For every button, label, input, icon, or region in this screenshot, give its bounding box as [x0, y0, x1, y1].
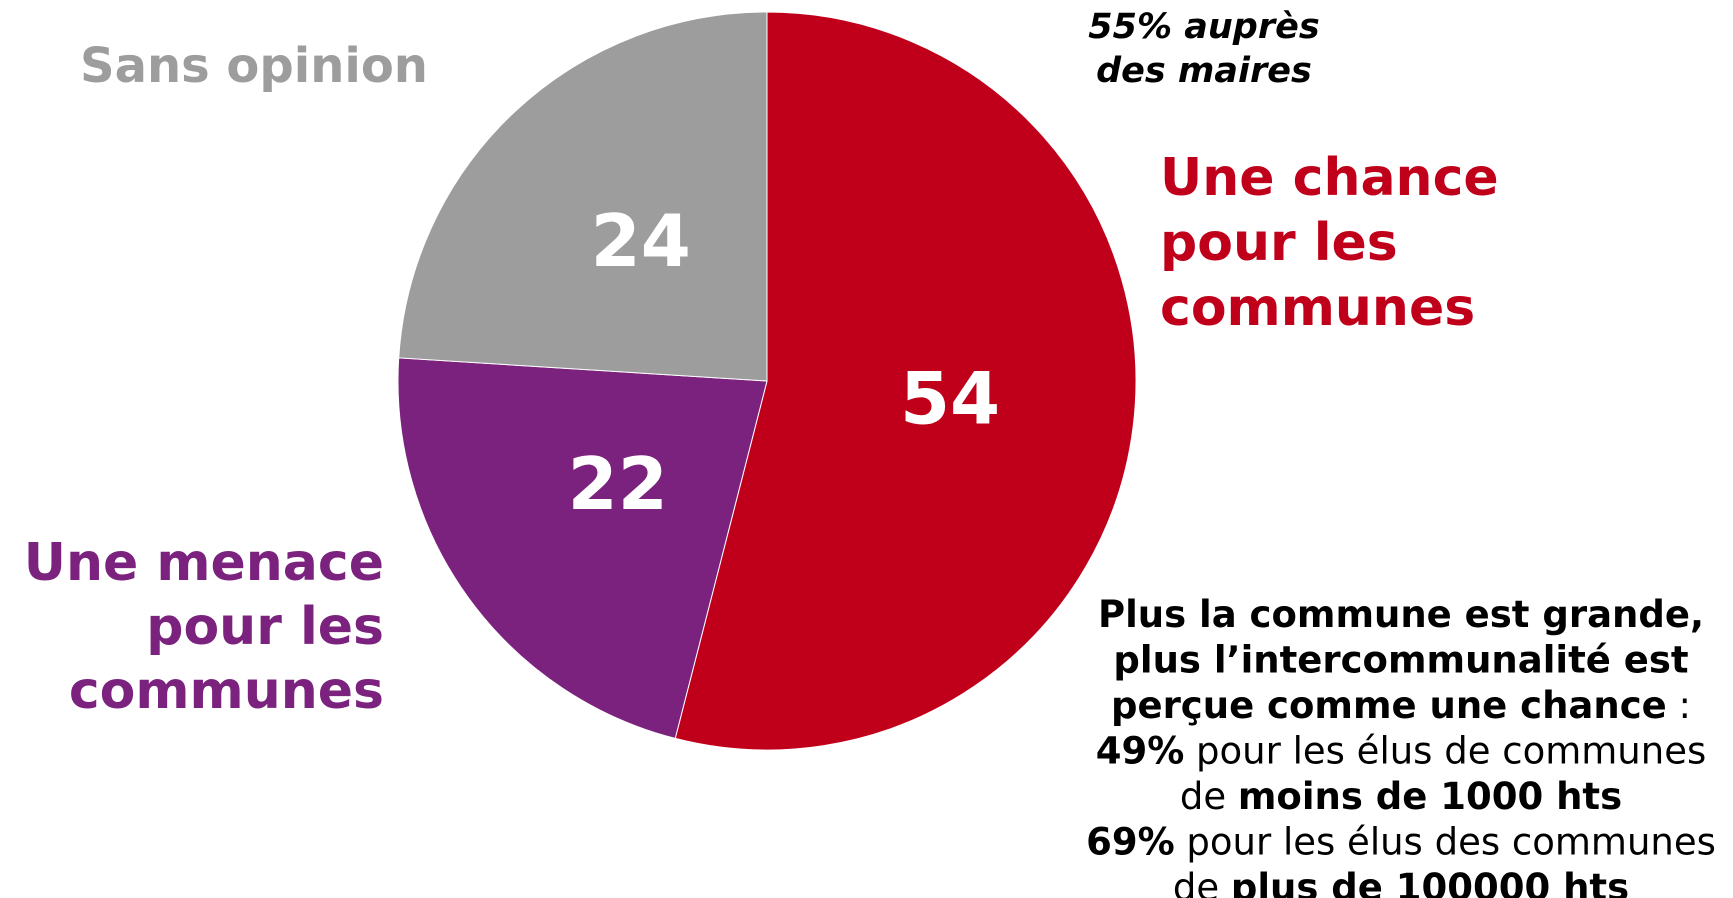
pie-slice	[674, 11, 1137, 751]
note-run: de	[1173, 866, 1231, 898]
pie-slice	[397, 357, 768, 740]
note-run: 69%	[1086, 820, 1175, 863]
value-label: 22	[568, 442, 668, 526]
note-run: pour les élus des communes	[1175, 820, 1716, 863]
category-label: Une chance pour les communes	[1160, 148, 1499, 338]
note-run: :	[1667, 684, 1691, 727]
note-run: Plus la commune est grande,	[1098, 593, 1704, 636]
note-run: moins de 1000 hts	[1238, 775, 1622, 818]
note: Plus la commune est grande, plus l’interc…	[1086, 593, 1716, 898]
value-label: 54	[900, 357, 1000, 441]
note-run: de	[1180, 775, 1238, 818]
note-run: 49%	[1096, 729, 1185, 772]
note-run: pour les élus de communes	[1184, 729, 1706, 772]
note-run: plus de 100000 hts	[1231, 866, 1629, 898]
pie-slice	[398, 11, 768, 382]
note-run: perçue comme une chance	[1111, 684, 1667, 727]
category-label: Sans opinion	[80, 38, 428, 94]
note-run: plus l’intercommunalité est	[1113, 638, 1688, 681]
category-label: Une menace pour les communes	[24, 533, 384, 721]
value-label: 24	[591, 199, 691, 283]
annotation: 55% auprès des maires	[1088, 7, 1319, 91]
